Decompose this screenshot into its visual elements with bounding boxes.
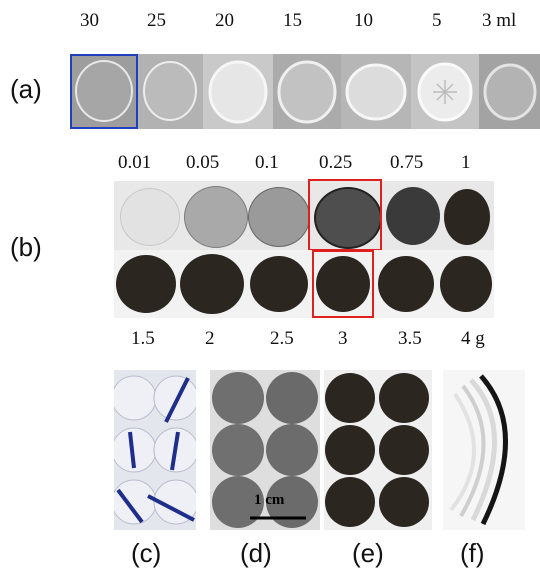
film-sample-0.75g [386, 187, 440, 245]
film-sample-5ml [411, 54, 479, 129]
volume-label-20: 20 [215, 10, 234, 31]
mass-label-2.5: 2.5 [270, 328, 294, 349]
film-sample-1.5g [116, 255, 176, 313]
mass-label-3.5: 3.5 [398, 328, 422, 349]
mass-label-0.75: 0.75 [390, 152, 424, 173]
mass-label-0.01: 0.01 [118, 152, 152, 173]
film-sample-2.5g [250, 256, 308, 312]
film-sample-3g [316, 256, 370, 312]
mass-label-0.1: 0.1 [255, 152, 279, 173]
panel-label-b: (b) [10, 232, 42, 262]
film-sample-0.05g [184, 186, 248, 248]
film-sample-25ml [138, 54, 203, 129]
film-sample-2g [180, 254, 244, 314]
volume-label-10: 10 [354, 10, 373, 31]
film-sample-15ml [273, 54, 341, 129]
panel-label-e: (e) [352, 538, 384, 568]
mass-label-0.05: 0.05 [186, 152, 220, 173]
mass-label-1.5: 1.5 [131, 328, 155, 349]
film-strip-a [70, 54, 540, 129]
volume-label-15: 15 [283, 10, 302, 31]
selected-sample-frame-a [70, 54, 138, 129]
selected-sample-frame-b-top [308, 179, 382, 251]
photo-panel-e [324, 370, 432, 530]
mass-label-3: 3 [338, 328, 348, 349]
panel-label-a: (a) [10, 74, 42, 104]
volume-label-5: 5 [432, 10, 442, 31]
film-sample-0.1g [248, 187, 310, 247]
photo-panel-f [443, 370, 525, 530]
film-sample-1g [444, 189, 490, 245]
mass-label-0.25: 0.25 [319, 152, 353, 173]
photo-panel-d: 1 cm [210, 370, 320, 530]
film-sample-30ml [70, 54, 138, 129]
scale-bar-label: 1 cm [254, 492, 285, 508]
film-sample-3.5g [378, 256, 434, 312]
panel-label-f: (f) [460, 538, 485, 568]
mass-label-2: 2 [205, 328, 215, 349]
film-sample-20ml [203, 54, 273, 129]
film-sample-10ml [341, 54, 411, 129]
mass-label-4g: 4 g [461, 328, 485, 349]
film-strip-b-top [114, 179, 494, 251]
film-sample-3ml [479, 54, 540, 129]
film-sample-0.01g [120, 188, 180, 246]
volume-label-3: 3 ml [482, 10, 517, 31]
photo-panel-c [111, 370, 199, 530]
mass-label-1: 1 [461, 152, 471, 173]
panel-label-d: (d) [240, 538, 272, 568]
panel-label-c: (c) [131, 538, 162, 568]
film-sample-4g [440, 256, 492, 312]
volume-label-25: 25 [147, 10, 166, 31]
volume-label-30: 30 [80, 10, 99, 31]
selected-sample-frame-b-bottom [312, 250, 374, 318]
film-strip-b-bottom [114, 250, 494, 318]
